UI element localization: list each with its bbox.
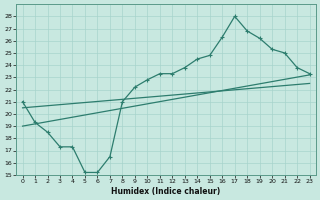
X-axis label: Humidex (Indice chaleur): Humidex (Indice chaleur) xyxy=(111,187,221,196)
